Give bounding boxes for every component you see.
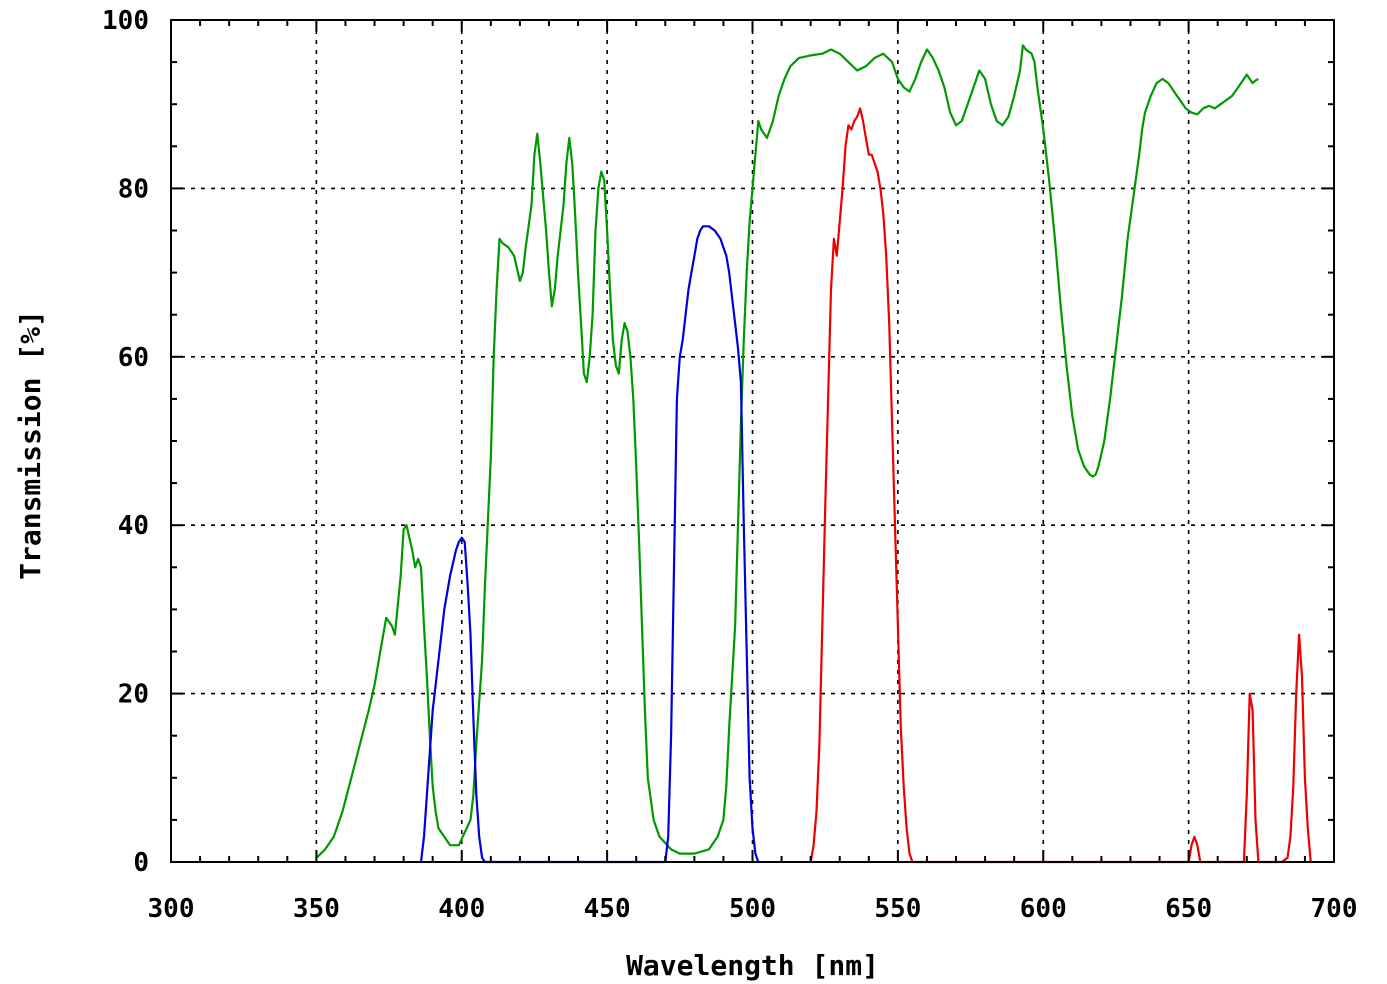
y-tick-label: 100 xyxy=(102,6,149,36)
tick-layer xyxy=(170,19,1335,863)
x-tick-label: 350 xyxy=(293,894,340,924)
x-tick-label: 600 xyxy=(1020,894,1067,924)
y-tick-label: 40 xyxy=(118,511,149,541)
grid-layer xyxy=(171,20,1334,862)
x-tick-label: 650 xyxy=(1165,894,1212,924)
x-tick-label: 700 xyxy=(1311,894,1358,924)
series-layer xyxy=(315,44,1312,864)
series-line-3 xyxy=(809,107,1312,864)
y-tick-label: 20 xyxy=(118,680,149,710)
series-line-2 xyxy=(419,225,760,864)
y-axis-title: Transmission [%] xyxy=(14,310,47,580)
x-axis-title: Wavelength [nm] xyxy=(626,949,879,982)
x-tick-label: 400 xyxy=(438,894,485,924)
x-tick-label: 450 xyxy=(584,894,631,924)
y-tick-label: 80 xyxy=(118,174,149,204)
series-line-1 xyxy=(315,44,1259,859)
y-tick-label: 0 xyxy=(133,848,149,878)
label-layer: 300 350 400 450 500 550 600 650 700 0 20 40 60 80 100 xyxy=(102,6,1357,924)
x-tick-label: 500 xyxy=(729,894,776,924)
x-tick-label: 550 xyxy=(874,894,921,924)
y-tick-label: 60 xyxy=(118,343,149,373)
x-tick-label: 300 xyxy=(148,894,195,924)
